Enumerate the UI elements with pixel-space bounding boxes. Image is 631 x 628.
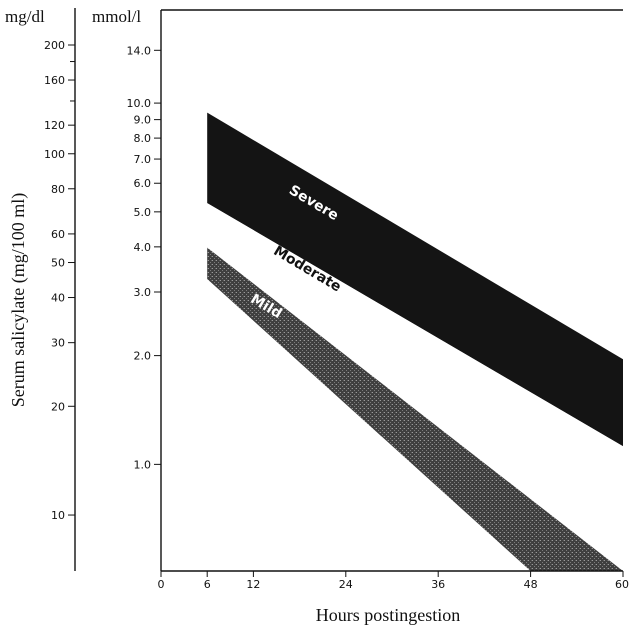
mgdl-tick-label-100: 100: [44, 148, 65, 161]
mgdl-tick-label-200: 200: [44, 39, 65, 52]
mmol-tick-label-10: 14.0: [127, 44, 152, 57]
mmol-axis-ticks: 1.0 2.0 3.0 4.0 5.0 6.0 7.0 8.0 9.0 10.0 14.0: [127, 44, 161, 471]
mmol-tick-label-4: 5.0: [134, 206, 152, 219]
x-tick-label-48: 48: [524, 578, 538, 591]
x-tick-label-24: 24: [339, 578, 353, 591]
mmol-tick-label-9: 10.0: [127, 97, 152, 110]
right-unit-label: mmol/l: [92, 7, 141, 26]
mmol-tick-label-0: 1.0: [134, 458, 152, 471]
mmol-tick-label-5: 6.0: [134, 177, 152, 190]
mgdl-tick-label-10: 10: [51, 509, 65, 522]
mgdl-tick-label-80: 80: [51, 183, 65, 196]
x-tick-label-6: 6: [204, 578, 211, 591]
mgdl-tick-label-50: 50: [51, 257, 65, 270]
x-tick-label-0: 0: [158, 578, 165, 591]
mgdl-tick-label-160: 160: [44, 74, 65, 87]
left-unit-label: mg/dl: [5, 7, 45, 26]
mgdl-tick-label-120: 120: [44, 119, 65, 132]
band-moderate: [207, 203, 623, 571]
left-axis-ticks: 10 20 30 40 50 60 80 100 120 160 200: [44, 39, 75, 522]
y-axis-title: Serum salicylate (mg/100 ml): [8, 193, 29, 407]
mmol-tick-label-2: 3.0: [134, 286, 152, 299]
band-severe: [207, 112, 623, 447]
x-tick-label-36: 36: [431, 578, 445, 591]
band-mild: [207, 247, 623, 571]
mgdl-tick-label-40: 40: [51, 292, 65, 305]
x-axis-ticks: 0 6 12 24 36 48 60: [158, 571, 629, 591]
mmol-tick-label-8: 9.0: [134, 114, 152, 127]
x-tick-label-12: 12: [246, 578, 260, 591]
x-tick-label-60: 60: [615, 578, 629, 591]
mgdl-tick-label-20: 20: [51, 400, 65, 413]
mgdl-tick-label-60: 60: [51, 228, 65, 241]
mgdl-tick-label-30: 30: [51, 337, 65, 350]
mmol-tick-label-7: 8.0: [134, 132, 152, 145]
mmol-tick-label-6: 7.0: [134, 153, 152, 166]
mmol-tick-label-3: 4.0: [134, 241, 152, 254]
x-axis-title: Hours postingestion: [316, 605, 461, 625]
mmol-tick-label-1: 2.0: [134, 350, 152, 363]
bands-group: [207, 112, 623, 571]
